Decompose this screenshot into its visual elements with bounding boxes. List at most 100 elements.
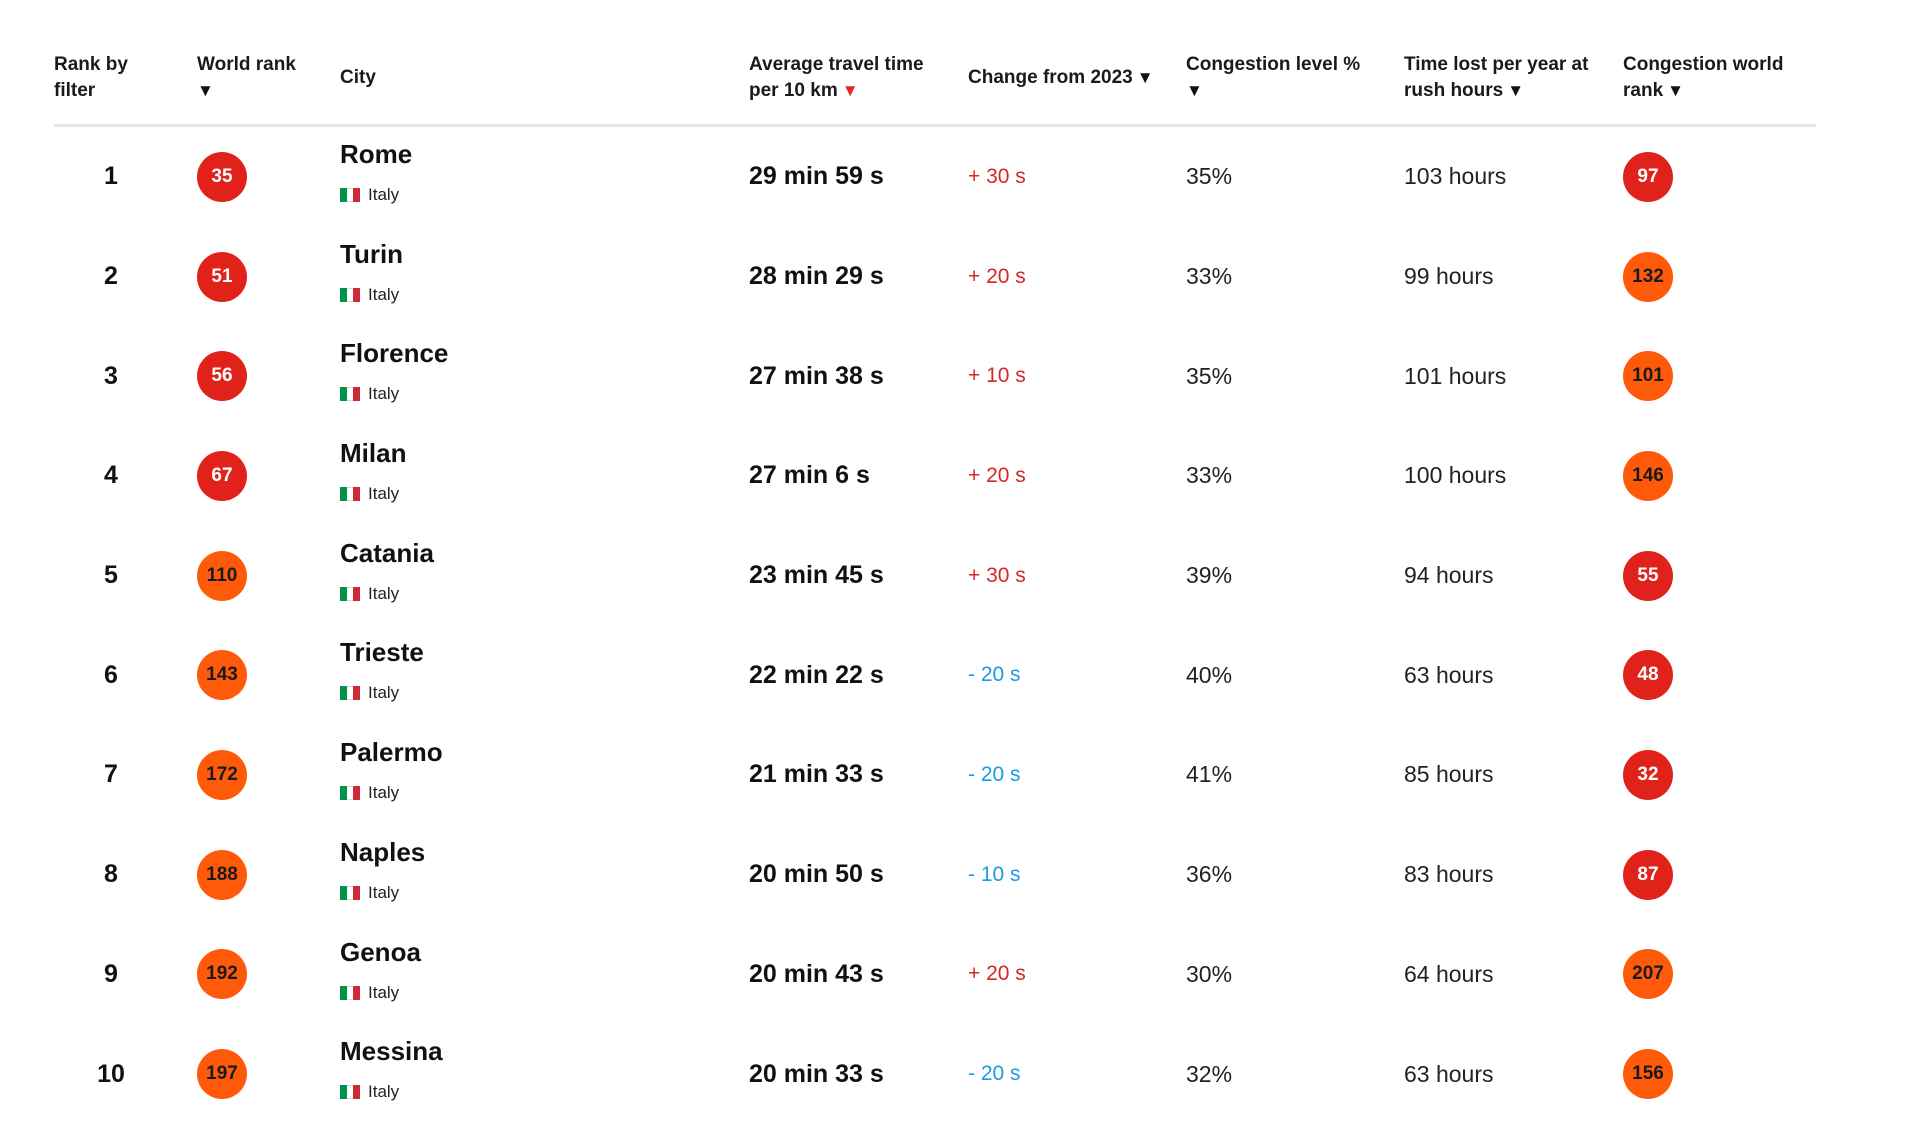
city-name[interactable]: Naples (340, 836, 426, 867)
city-cell: Turin Italy (340, 227, 403, 327)
column-header-rank-by-filter[interactable]: Rank by filter (54, 50, 184, 106)
congestion-world-rank-cell: 55 (1623, 526, 1673, 626)
column-header-congestion-world-rank[interactable]: Congestion world rank ▼ (1623, 50, 1813, 106)
congestion-level: 41% (1186, 761, 1233, 788)
time-lost-per-year: 101 hours (1404, 362, 1507, 389)
country-name: Italy (368, 683, 400, 703)
avg-travel-time: 22 min 22 s (749, 660, 884, 689)
rank-by-filter: 1 (104, 162, 118, 191)
congestion-level: 36% (1186, 861, 1233, 888)
table-row[interactable]: 6 143 Trieste Italy 22 min 22 s - 20 s 4… (54, 625, 1816, 725)
table-row[interactable]: 1 35 Rome Italy 29 min 59 s + 30 s 35% 1… (54, 127, 1816, 227)
column-header-label: Congestion level % ▼ (1186, 52, 1360, 104)
italy-flag-icon (340, 287, 361, 302)
change-from-2023: - 20 s (968, 1062, 1021, 1086)
avg-travel-time: 20 min 43 s (749, 959, 884, 988)
city-name[interactable]: Florence (340, 338, 449, 369)
world-rank-cell: 35 (197, 127, 247, 227)
congestion-world-rank-badge: 55 (1623, 550, 1673, 601)
congestion-world-rank-cell: 207 (1623, 925, 1673, 1025)
column-header-label: Congestion world rank ▼ (1623, 52, 1813, 104)
city-name[interactable]: Trieste (340, 637, 424, 668)
congestion-level: 33% (1186, 263, 1233, 290)
world-rank-cell: 188 (197, 825, 247, 925)
congestion-world-rank-cell: 32 (1623, 725, 1673, 825)
world-rank-cell: 143 (197, 625, 247, 725)
country: Italy (340, 1082, 399, 1102)
change-from-2023: + 30 s (968, 563, 1026, 587)
sort-arrow-icon: ▼ (1667, 81, 1684, 100)
city-name[interactable]: Catania (340, 537, 434, 568)
table-row[interactable]: 9 192 Genoa Italy 20 min 43 s + 20 s 30%… (54, 925, 1816, 1025)
change-from-2023: - 20 s (968, 762, 1021, 786)
column-header-time-lost[interactable]: Time lost per year at rush hours ▼ (1404, 50, 1614, 106)
italy-flag-icon (340, 786, 361, 801)
table-row[interactable]: 4 67 Milan Italy 27 min 6 s + 20 s 33% 1… (54, 426, 1816, 526)
country: Italy (340, 285, 399, 305)
table-row[interactable]: 7 172 Palermo Italy 21 min 33 s - 20 s 4… (54, 725, 1816, 825)
city-name[interactable]: Messina (340, 1036, 443, 1067)
time-lost-per-year: 85 hours (1404, 761, 1494, 788)
congestion-world-rank-badge: 97 (1623, 151, 1673, 202)
change-from-2023: + 20 s (968, 264, 1026, 288)
italy-flag-icon (340, 686, 361, 701)
congestion-level: 40% (1186, 661, 1233, 688)
world-rank-badge: 35 (197, 151, 247, 202)
table-row[interactable]: 8 188 Naples Italy 20 min 50 s - 10 s 36… (54, 825, 1816, 925)
city-name[interactable]: Rome (340, 139, 413, 169)
change-from-2023: + 30 s (968, 164, 1026, 188)
time-lost-per-year: 100 hours (1404, 462, 1507, 489)
table-row[interactable]: 2 51 Turin Italy 28 min 29 s + 20 s 33% … (54, 227, 1816, 327)
city-cell: Palermo Italy (340, 725, 443, 825)
congestion-world-rank-badge: 156 (1623, 1049, 1673, 1100)
table-row[interactable]: 10 197 Messina Italy 20 min 33 s - 20 s … (54, 1024, 1816, 1124)
column-header-congestion-level[interactable]: Congestion level % ▼ (1186, 50, 1386, 106)
congestion-world-rank-cell: 156 (1623, 1024, 1673, 1124)
column-header-city[interactable]: City (340, 50, 740, 106)
city-cell: Genoa Italy (340, 925, 421, 1025)
city-name[interactable]: Genoa (340, 936, 421, 967)
italy-flag-icon (340, 487, 361, 502)
congestion-world-rank-badge: 207 (1623, 949, 1673, 1000)
change-from-2023: + 10 s (968, 364, 1026, 388)
city-name[interactable]: Turin (340, 238, 404, 269)
world-rank-badge: 197 (197, 1049, 247, 1100)
city-cell: Trieste Italy (340, 625, 424, 725)
table-header: Rank by filter World rank ▼ City Average… (54, 0, 1816, 127)
country-name: Italy (368, 882, 400, 902)
column-header-label: Average travel time per 10 km ▼ (749, 52, 949, 104)
traffic-ranking-table: Rank by filter World rank ▼ City Average… (54, 0, 1816, 1124)
country-name: Italy (368, 982, 400, 1002)
city-name[interactable]: Palermo (340, 737, 443, 768)
congestion-level: 35% (1186, 163, 1233, 190)
table-row[interactable]: 5 110 Catania Italy 23 min 45 s + 30 s 3… (54, 526, 1816, 626)
world-rank-badge: 188 (197, 849, 247, 900)
column-header-world-rank[interactable]: World rank ▼ (197, 50, 327, 106)
congestion-world-rank-cell: 87 (1623, 825, 1673, 925)
rank-by-filter: 4 (104, 461, 118, 490)
congestion-world-rank-cell: 97 (1623, 127, 1673, 227)
congestion-world-rank-cell: 146 (1623, 426, 1673, 526)
country-name: Italy (368, 284, 400, 304)
country: Italy (340, 683, 399, 703)
city-name[interactable]: Milan (340, 438, 407, 469)
world-rank-badge: 172 (197, 749, 247, 800)
congestion-world-rank-cell: 48 (1623, 625, 1673, 725)
country: Italy (340, 185, 399, 205)
sort-arrow-icon: ▼ (197, 81, 214, 100)
rank-by-filter: 9 (104, 959, 118, 988)
country-name: Italy (368, 185, 400, 204)
world-rank-cell: 67 (197, 426, 247, 526)
change-from-2023: - 20 s (968, 663, 1021, 687)
country-name: Italy (368, 783, 400, 803)
column-header-change-from-2023[interactable]: Change from 2023 ▼ (968, 50, 1168, 106)
column-header-avg-travel-time[interactable]: Average travel time per 10 km ▼ (749, 50, 949, 106)
italy-flag-icon (340, 885, 361, 900)
city-cell: Naples Italy (340, 825, 425, 925)
congestion-level: 39% (1186, 562, 1233, 589)
table-row[interactable]: 3 56 Florence Italy 27 min 38 s + 10 s 3… (54, 326, 1816, 426)
rank-by-filter: 7 (104, 760, 118, 789)
congestion-world-rank-badge: 87 (1623, 849, 1673, 900)
avg-travel-time: 23 min 45 s (749, 561, 884, 590)
country-name: Italy (368, 384, 400, 404)
